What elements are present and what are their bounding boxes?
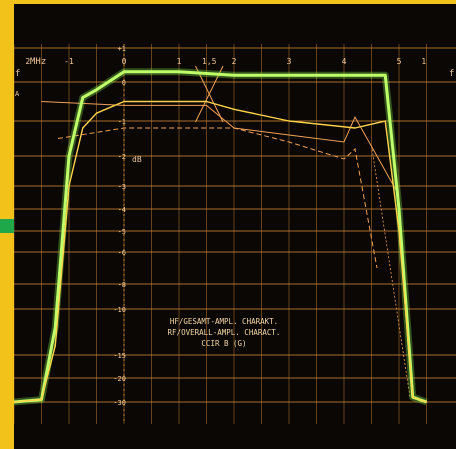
traces (14, 65, 428, 406)
trace-point (82, 97, 84, 99)
f-right-label: f (449, 69, 454, 79)
x-tick-label: 0 (122, 57, 127, 66)
x-tick-label: 3 (287, 57, 292, 66)
reference-line-upper (41, 101, 400, 196)
tick-labels: 2 -1 0 1 2 3 4 5 1+10-1-2-3-4-5-6-8-10-15-20-30 (25, 45, 426, 407)
y-tick-label: +1 (118, 45, 126, 53)
caption-line-1: HF/GESAMT-AMPL. CHARAKT. (170, 317, 278, 326)
trace-point (95, 89, 98, 91)
trace-point (40, 399, 43, 401)
trace-point (288, 120, 290, 122)
y-tick-label: -10 (113, 306, 126, 314)
trace-point (68, 185, 70, 187)
trace-point (384, 120, 386, 122)
trace-point (398, 208, 400, 210)
trace-point (233, 108, 235, 110)
x-tick-label: 4 (342, 57, 347, 66)
amplitude-chart: 2 -1 0 1 2 3 4 5 1+10-1-2-3-4-5-6-8-10-15-20-30 … (14, 44, 456, 424)
caption: HF/GESAMT-AMPL. CHARAKT. RF/OVERALL-AMPL… (168, 317, 281, 348)
caption-line-3: CCIR B (G) (201, 339, 246, 348)
f-left-label: f (15, 69, 20, 79)
green-marker-tab (0, 219, 16, 233)
f-sub-label: A (15, 90, 20, 98)
oscilloscope-screen: 2 -1 0 1 2 3 4 5 1 +1 0 -1 -2 -3 -4 -5 -6 -8 -10 -15 -20 -30 … (14, 4, 456, 449)
x-tick-label: 2 (25, 57, 30, 66)
trace-point (384, 74, 386, 76)
y-tick-label: -4 (118, 206, 126, 214)
trace-point (343, 74, 345, 76)
trace-point (425, 401, 428, 403)
trace-point (123, 71, 125, 73)
trace-point (54, 345, 56, 347)
y-tick-label: -5 (118, 228, 126, 236)
y-tick-label: -1 (118, 118, 126, 126)
trace-point (82, 127, 84, 129)
db-unit-label: dB (132, 155, 142, 164)
trace-point (398, 230, 400, 232)
trace-point (95, 112, 98, 114)
x-tick-label: 2 (232, 57, 237, 66)
trace-point (68, 155, 70, 157)
trace-point (54, 326, 56, 328)
marker-15-label: 1,5 (202, 57, 217, 66)
trace-point (178, 71, 180, 73)
y-tick-label: -2 (118, 153, 126, 161)
trace-point (14, 401, 15, 403)
trace-point (205, 100, 208, 103)
y-tick-label: -30 (113, 399, 126, 407)
trace-point (288, 74, 290, 76)
graticule (14, 44, 456, 424)
y-tick-label: -15 (113, 352, 126, 360)
caption-line-2: RF/OVERALL-AMPL. CHARACT. (168, 328, 281, 337)
y-tick-label: 0 (122, 79, 126, 87)
reference-line-lower (57, 127, 378, 269)
trace-point (354, 127, 356, 129)
y-tick-label: -20 (113, 375, 126, 383)
x-tick-label: -1 (64, 57, 74, 66)
x-tick-label: 1 (177, 57, 182, 66)
reference-line-dotted (371, 145, 411, 398)
y-tick-label: -8 (118, 281, 126, 289)
x-tick-label: 1 (421, 57, 426, 66)
x-tick-label: 5 (397, 57, 402, 66)
trace-point (412, 396, 414, 398)
y-tick-label: -6 (118, 249, 126, 257)
mhz-unit-label: MHz (30, 57, 46, 67)
y-tick-label: -3 (118, 183, 126, 191)
trace-point (233, 74, 235, 76)
trace-point (123, 100, 125, 103)
